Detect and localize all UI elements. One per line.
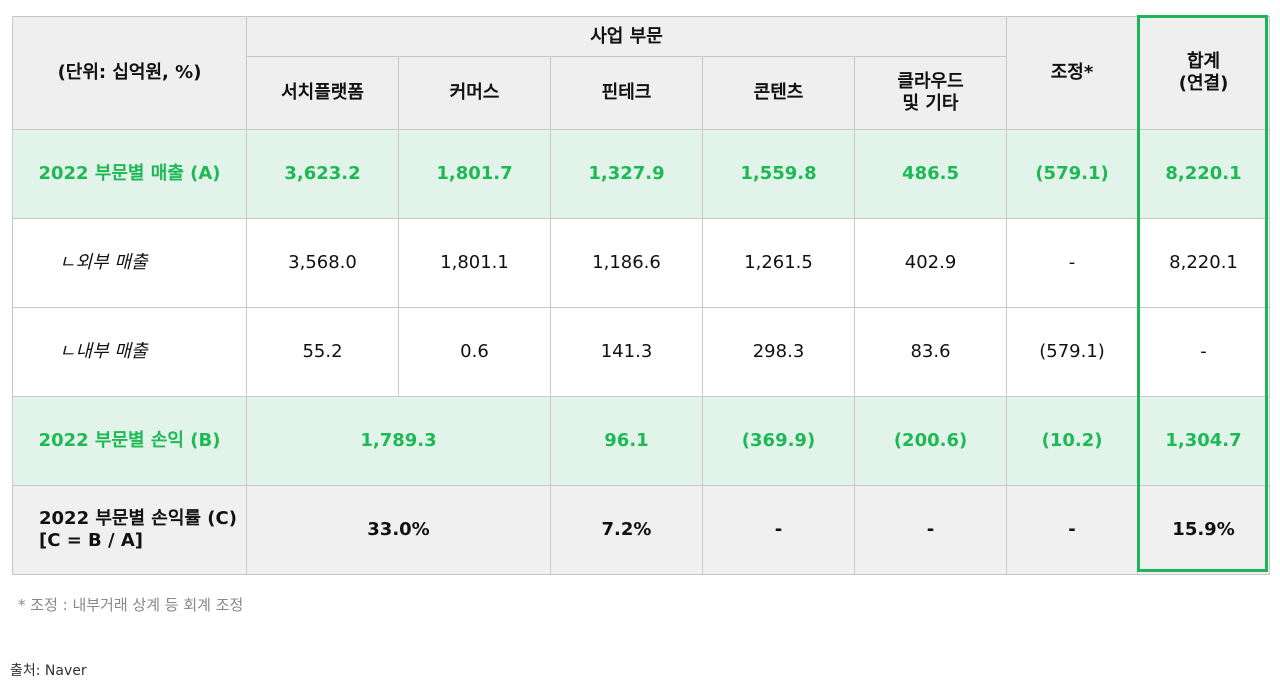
table-cell: (369.9) [702,396,855,486]
row-label-margin: 2022 부문별 손익률 (C) [C = B / A] [12,485,247,575]
table-cell: 96.1 [550,396,703,486]
table-cell: 3,568.0 [246,218,399,308]
table-cell: 1,789.3 [246,396,551,486]
table-cell: - [702,485,855,575]
segment-header: 서치플랫폼 [246,56,399,130]
table-cell: - [1137,307,1271,397]
footnote: * 조정 : 내부거래 상계 등 회계 조정 [18,596,244,614]
segment-header: 커머스 [398,56,551,130]
group-header: 사업 부문 [245,16,1008,57]
table-cell: 486.5 [853,129,1008,219]
table-cell: (579.1) [1006,129,1139,219]
segment-header: 콘텐츠 [702,56,855,130]
row-label-external: ㄴ외부 매출 [12,218,247,308]
table-cell: 83.6 [853,307,1008,397]
table-cell: 7.2% [550,485,703,575]
table-cell: 8,220.1 [1137,129,1271,219]
table-row: ㄴ외부 매출 3,568.0 1,801.1 1,186.6 1,261.5 4… [12,218,1271,308]
adjust-header: 조정* [1006,16,1139,130]
table-cell: - [853,485,1008,575]
table-cell: (10.2) [1006,396,1139,486]
table-cell: 0.6 [398,307,551,397]
table-cell: 3,623.2 [246,129,399,219]
table-cell: (200.6) [853,396,1008,486]
table-cell: 1,801.1 [398,218,551,308]
table-row: ㄴ내부 매출 55.2 0.6 141.3 298.3 83.6 (579.1)… [12,307,1271,397]
table-cell: 298.3 [702,307,855,397]
table-cell: 1,327.9 [550,129,703,219]
table-cell: - [1006,485,1139,575]
table-cell: 15.9% [1137,485,1271,575]
table-row: 2022 부문별 손익 (B) 1,789.3 96.1 (369.9) (20… [12,396,1271,486]
table-cell: (579.1) [1006,307,1139,397]
table-cell: 1,559.8 [702,129,855,219]
segment-header: 핀테크 [550,56,703,130]
table-cell: 1,304.7 [1137,396,1271,486]
table-cell: 1,261.5 [702,218,855,308]
row-label-profit: 2022 부문별 손익 (B) [12,396,247,486]
source-credit: 출처: Naver [10,663,87,679]
row-label-revenue: 2022 부문별 매출 (A) [12,129,247,219]
table-cell: 402.9 [853,218,1008,308]
table-cell: - [1006,218,1139,308]
row-label-internal: ㄴ내부 매출 [12,307,247,397]
table-cell: 33.0% [246,485,551,575]
table-row: 2022 부문별 매출 (A) 3,623.2 1,801.7 1,327.9 … [12,129,1271,219]
unit-label: (단위: 십억원, %) [12,16,247,130]
table-cell: 1,186.6 [550,218,703,308]
total-header: 합계 (연결) [1137,16,1271,130]
segment-results-table: (단위: 십억원, %) 사업 부문 조정* 합계 (연결) 서치플랫폼 커머스… [12,16,1271,575]
table-row: 2022 부문별 손익률 (C) [C = B / A] 33.0% 7.2% … [12,485,1271,575]
table-cell: 55.2 [246,307,399,397]
table-cell: 141.3 [550,307,703,397]
table-cell: 8,220.1 [1137,218,1271,308]
table-cell: 1,801.7 [398,129,551,219]
segment-header: 클라우드 및 기타 [853,56,1008,130]
